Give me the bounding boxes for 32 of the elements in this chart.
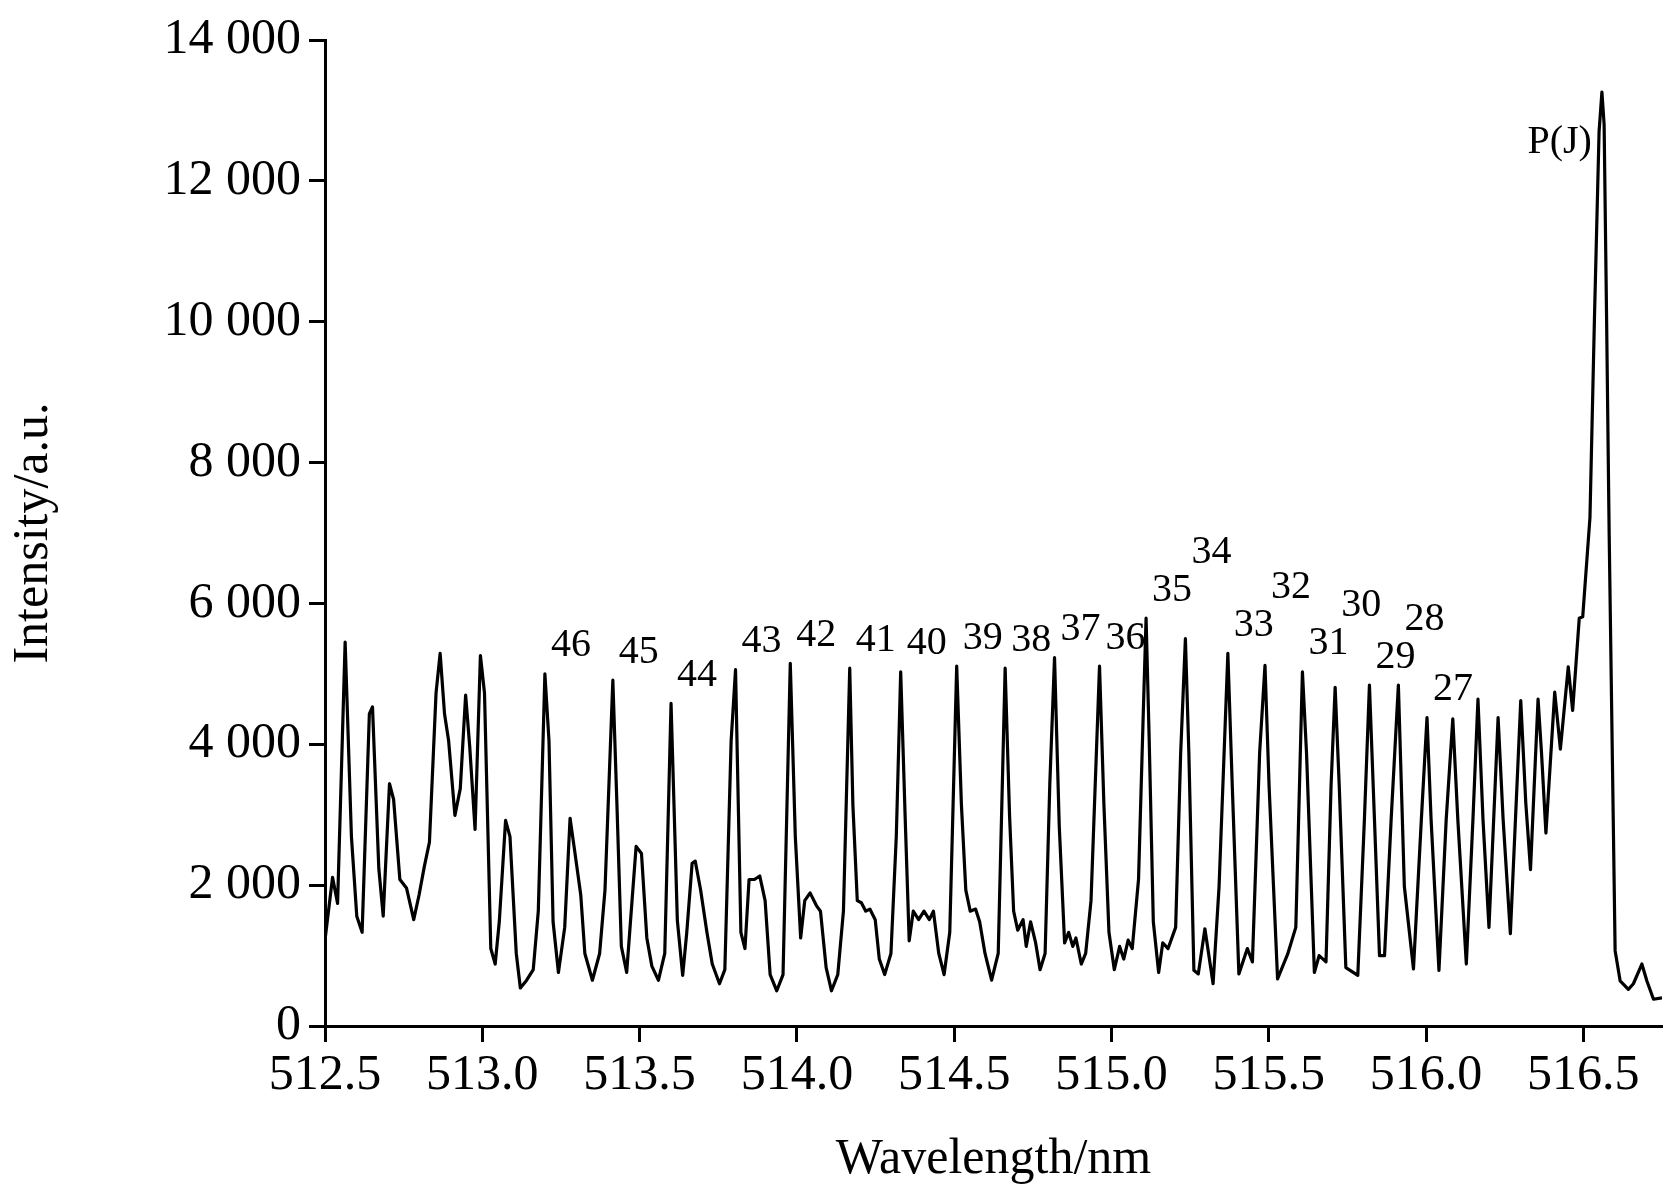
y-tick-label: 2 000 (188, 853, 301, 910)
annotation: 45 (618, 626, 659, 672)
annotation: 38 (1011, 614, 1052, 660)
y-tick-label: 4 000 (188, 712, 301, 769)
x-tick-label: 513.5 (583, 1044, 696, 1101)
y-tick-label: 6 000 (188, 571, 301, 628)
y-tick-label: 12 000 (163, 148, 301, 205)
x-tick-label: 513.0 (426, 1044, 539, 1101)
x-tick-label: 516.0 (1369, 1044, 1483, 1101)
x-tick-label: 516.5 (1527, 1044, 1640, 1101)
x-tick-label: 515.0 (1055, 1044, 1168, 1101)
annotation: 34 (1191, 526, 1232, 572)
y-tick-label: 8 000 (188, 430, 301, 487)
annotation: 42 (796, 609, 837, 655)
annotation: 37 (1060, 604, 1101, 650)
y-tick-label: 10 000 (163, 289, 301, 346)
annotation: 35 (1152, 564, 1193, 610)
annotation: 43 (741, 616, 782, 662)
x-axis-title: Wavelength/nm (835, 1128, 1152, 1185)
y-axis-title: Intensity/a.u. (2, 402, 59, 664)
annotation: 46 (550, 620, 591, 666)
y-tick-label: 14 000 (163, 8, 301, 65)
annotation: 44 (677, 649, 718, 695)
annotation: 27 (1433, 664, 1473, 710)
x-tick-label: 515.5 (1212, 1044, 1326, 1101)
annotation: 41 (855, 614, 896, 660)
x-tick-label: 514.5 (897, 1044, 1011, 1101)
annotation: 39 (962, 612, 1003, 658)
annotation: P(J) (1527, 116, 1592, 162)
x-tick-label: 514.0 (740, 1044, 854, 1101)
annotation: 40 (906, 618, 947, 664)
annotation: 36 (1105, 612, 1146, 658)
